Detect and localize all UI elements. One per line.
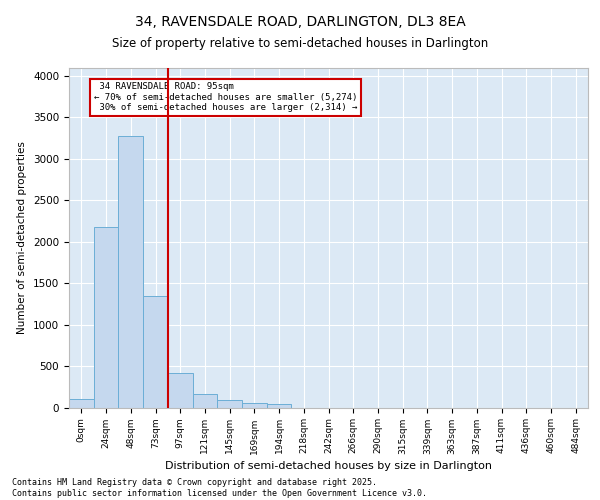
Bar <box>217 400 242 407</box>
Text: 34, RAVENSDALE ROAD, DARLINGTON, DL3 8EA: 34, RAVENSDALE ROAD, DARLINGTON, DL3 8EA <box>134 15 466 29</box>
Bar <box>168 373 193 408</box>
Bar <box>118 136 143 407</box>
Bar <box>193 394 217 407</box>
Y-axis label: Number of semi-detached properties: Number of semi-detached properties <box>17 141 28 334</box>
Text: 34 RAVENSDALE ROAD: 95sqm
← 70% of semi-detached houses are smaller (5,274)
 30%: 34 RAVENSDALE ROAD: 95sqm ← 70% of semi-… <box>94 82 357 112</box>
Bar <box>242 403 267 407</box>
Text: Size of property relative to semi-detached houses in Darlington: Size of property relative to semi-detach… <box>112 38 488 51</box>
Bar <box>69 399 94 407</box>
Bar <box>143 296 168 408</box>
X-axis label: Distribution of semi-detached houses by size in Darlington: Distribution of semi-detached houses by … <box>165 460 492 470</box>
Bar <box>267 404 292 407</box>
Bar <box>94 227 118 408</box>
Text: Contains HM Land Registry data © Crown copyright and database right 2025.
Contai: Contains HM Land Registry data © Crown c… <box>12 478 427 498</box>
